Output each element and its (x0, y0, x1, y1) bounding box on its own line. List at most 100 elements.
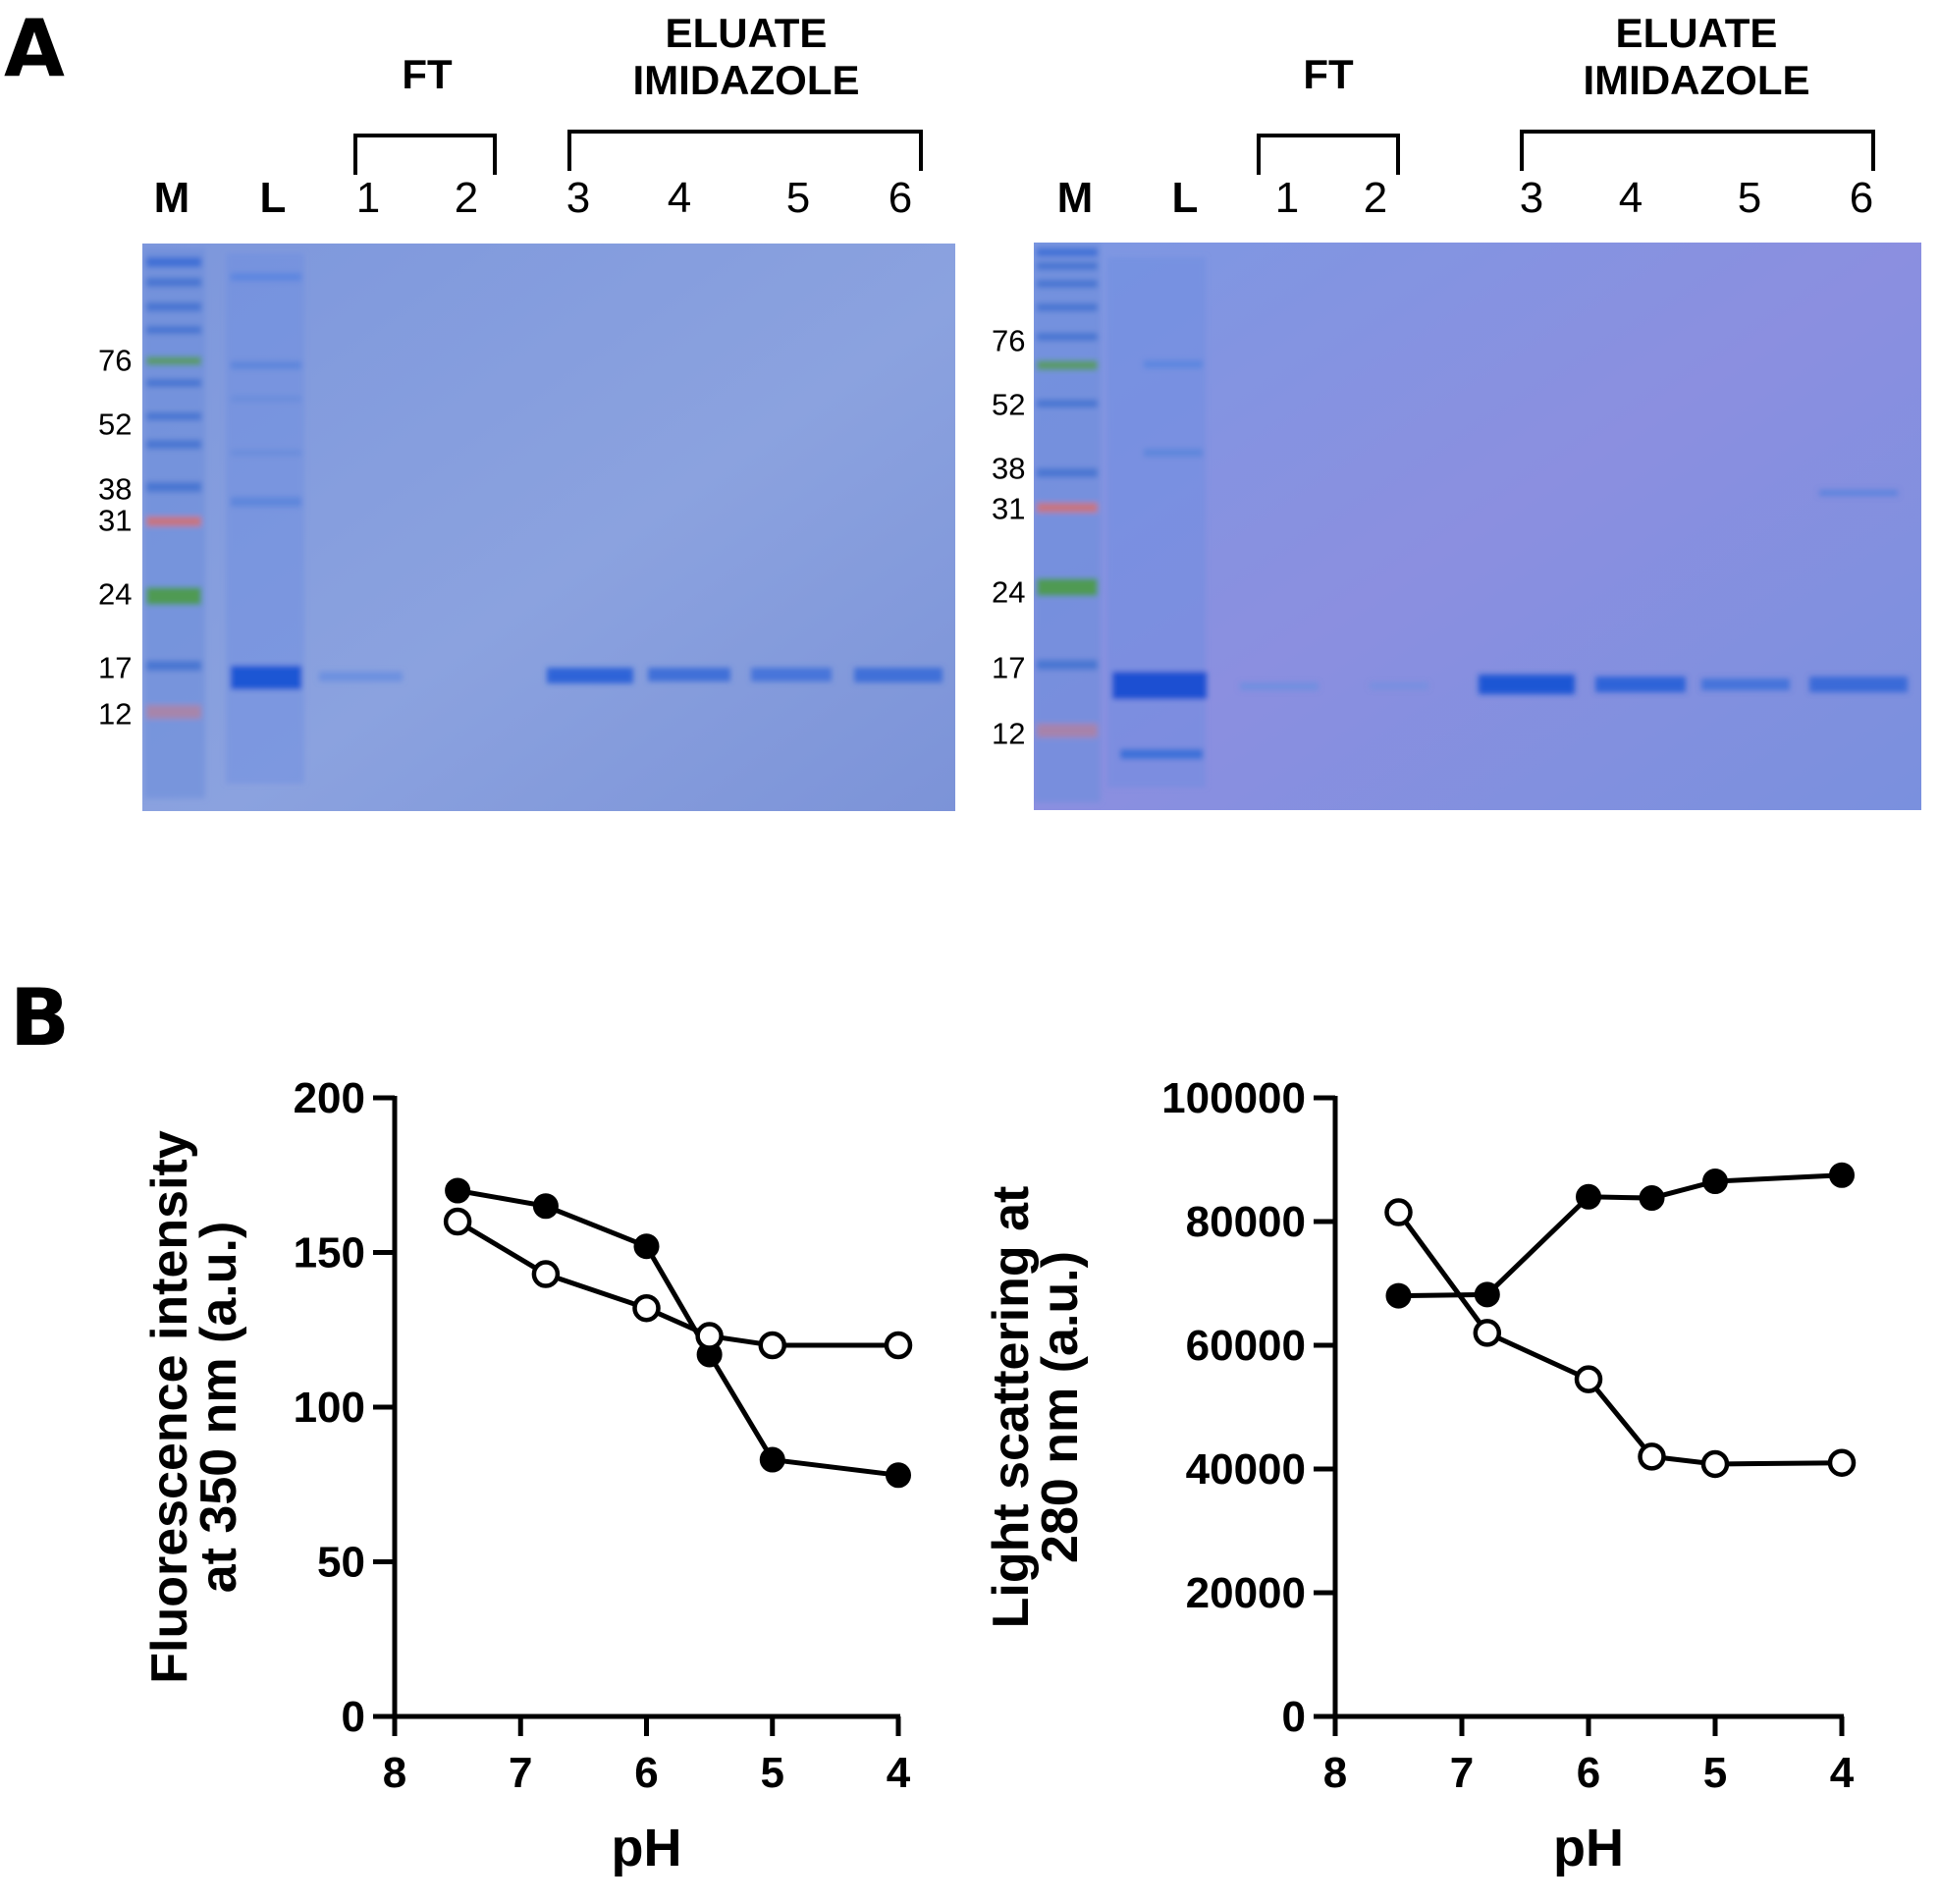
ladder-lane (1034, 243, 1101, 802)
y-tick-label: 50 (317, 1539, 365, 1587)
gel-2-svg (1034, 243, 1921, 810)
sample-bands (319, 668, 943, 683)
y-tick-label: 0 (342, 1693, 365, 1741)
lane-label-2: 2 (454, 174, 479, 222)
y-ticks: 0 20000 40000 60000 80000 100000 (1161, 1074, 1335, 1741)
y-axis-label-line1: Fluorescence intensity (141, 1130, 198, 1684)
x-ticks: 8 7 6 5 4 (1323, 1716, 1855, 1797)
y-tick-label: 100 (294, 1384, 365, 1432)
y-tick-label: 40000 (1186, 1445, 1306, 1494)
data-point-filled (633, 1233, 660, 1260)
lane-label-2: 2 (1363, 174, 1388, 222)
load-lane (1107, 257, 1207, 788)
data-point-open (695, 1322, 724, 1350)
lane-label-4: 4 (1618, 174, 1643, 222)
chart-fluorescence: 8 7 6 5 4 0 50 100 150 200 pH Fluorescence inten… (141, 1074, 913, 1877)
x-tick-label: 5 (1703, 1749, 1727, 1797)
data-point-open (1574, 1365, 1603, 1393)
y-tick-label: 0 (1282, 1693, 1306, 1741)
x-tick-label: 8 (383, 1749, 406, 1797)
data-point-open (632, 1293, 661, 1323)
x-axis-label: pH (1553, 1819, 1624, 1877)
gel-1-svg (142, 244, 955, 811)
series-layer (443, 1177, 913, 1489)
x-axis-label: pH (612, 1819, 682, 1877)
x-tick-label: 5 (761, 1749, 784, 1797)
ft-label: FT (402, 51, 453, 97)
lane-label-marker: M (153, 174, 190, 222)
data-point-open (1384, 1198, 1413, 1226)
lane-label-3: 3 (566, 174, 591, 222)
x-ticks: 8 7 6 5 4 (383, 1716, 911, 1797)
eluate-label-line2: IMIDAZOLE (1583, 57, 1810, 104)
x-tick-label: 7 (1450, 1749, 1474, 1797)
mw-marker-31: 31 (98, 503, 133, 538)
data-point-open (1638, 1442, 1666, 1471)
data-point-open (531, 1260, 561, 1288)
mw-marker-24: 24 (992, 574, 1026, 610)
series-line-open (1396, 1211, 1843, 1467)
data-point-filled (1576, 1183, 1601, 1210)
data-point-filled (886, 1462, 911, 1489)
lane-label-5: 5 (1737, 174, 1762, 222)
data-point-filled (1829, 1162, 1855, 1188)
lane-label-1: 1 (1274, 174, 1300, 222)
lane-label-marker: M (1056, 174, 1094, 222)
gel-image-1 (142, 244, 955, 811)
data-point-filled (1702, 1169, 1728, 1195)
data-point-open (758, 1331, 786, 1360)
data-point-open (1700, 1449, 1730, 1479)
data-point-open (1473, 1319, 1502, 1347)
mw-marker-38: 38 (98, 471, 133, 507)
y-axis-label-line1: Light scattering at (983, 1186, 1040, 1629)
y-tick-label: 150 (294, 1229, 365, 1278)
eluate-label: ELUATE IMIDAZOLE (1584, 10, 1810, 105)
panel-a-letter: A (4, 3, 65, 94)
gel-image-2 (1034, 243, 1921, 810)
data-point-filled (445, 1177, 471, 1204)
y-tick-label: 200 (294, 1074, 365, 1122)
series-line-filled (457, 1188, 899, 1478)
mw-marker-17: 17 (992, 650, 1026, 685)
lane-label-load: L (259, 174, 287, 222)
eluate-label-line1: ELUATE (1615, 10, 1778, 56)
x-tick-label: 6 (634, 1749, 658, 1797)
y-tick-label: 60000 (1186, 1322, 1306, 1370)
mw-marker-52: 52 (992, 387, 1026, 422)
lane-label-6: 6 (888, 174, 913, 222)
x-tick-label: 4 (887, 1749, 911, 1797)
lane-label-5: 5 (785, 174, 811, 222)
lane-label-3: 3 (1519, 174, 1544, 222)
panel-b-letter: B (10, 972, 70, 1063)
x-tick-label: 7 (509, 1749, 532, 1797)
data-point-filled (759, 1446, 785, 1473)
mw-marker-24: 24 (98, 576, 133, 612)
y-axis-label-line2: 280 nm (a.u.) (1032, 1251, 1089, 1563)
sample-bands (1240, 490, 1908, 694)
eluate-bracket (1520, 130, 1875, 171)
y-axis-label-line2: at 350 nm (a.u.) (190, 1222, 247, 1594)
eluate-bracket (567, 130, 923, 171)
series-layer (1384, 1162, 1857, 1479)
chart-light-scattering: 8 7 6 5 4 0 20000 40000 60000 80000 100000 pH Lig… (983, 1074, 1857, 1877)
y-tick-label: 20000 (1186, 1569, 1306, 1617)
y-tick-label: 80000 (1186, 1198, 1306, 1246)
x-tick-label: 6 (1577, 1749, 1600, 1797)
lane-label-load: L (1171, 174, 1199, 222)
y-tick-label: 100000 (1161, 1074, 1306, 1122)
load-lane (226, 253, 304, 784)
data-point-filled (1385, 1282, 1412, 1309)
mw-marker-17: 17 (98, 650, 133, 685)
ladder-lane (144, 248, 205, 798)
series-line-open (456, 1219, 898, 1348)
eluate-label: ELUATE IMIDAZOLE (633, 10, 860, 105)
ft-bracket (353, 134, 497, 175)
lane-label-4: 4 (667, 174, 692, 222)
mw-marker-76: 76 (992, 323, 1026, 358)
mw-marker-12: 12 (98, 696, 133, 732)
x-tick-label: 8 (1323, 1749, 1347, 1797)
data-point-filled (1639, 1185, 1665, 1212)
mw-marker-76: 76 (98, 343, 133, 378)
lane-label-1: 1 (355, 174, 381, 222)
